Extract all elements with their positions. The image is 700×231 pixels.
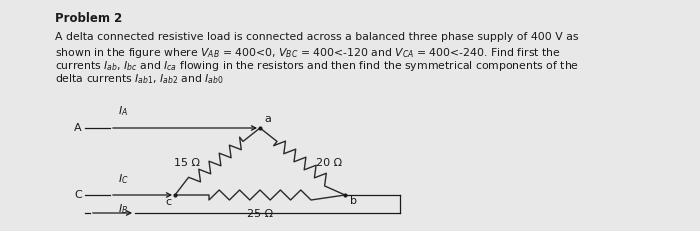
Text: shown in the figure where $V_{AB}$ = 400<0, $V_{BC}$ = 400<-120 and $V_{CA}$ = 4: shown in the figure where $V_{AB}$ = 400… <box>55 46 561 60</box>
Text: currents $I_{ab}$, $I_{bc}$ and $I_{ca}$ flowing in the resistors and then find : currents $I_{ab}$, $I_{bc}$ and $I_{ca}$… <box>55 59 579 73</box>
Text: 15 Ω: 15 Ω <box>174 158 199 168</box>
Text: b: b <box>350 196 357 206</box>
Text: c: c <box>166 197 172 207</box>
Text: a: a <box>264 114 271 124</box>
Text: $I_C$: $I_C$ <box>118 172 128 186</box>
Text: 25 Ω: 25 Ω <box>247 209 273 219</box>
Text: 20 Ω: 20 Ω <box>316 158 342 168</box>
Text: Problem 2: Problem 2 <box>55 12 122 25</box>
Text: A: A <box>74 123 82 133</box>
Text: delta currents $I_{ab1}$, $I_{ab2}$ and $I_{ab0}$: delta currents $I_{ab1}$, $I_{ab2}$ and … <box>55 73 224 86</box>
Text: A delta connected resistive load is connected across a balanced three phase supp: A delta connected resistive load is conn… <box>55 32 578 42</box>
Text: C: C <box>74 190 82 200</box>
Text: $I_B$: $I_B$ <box>118 202 128 216</box>
Text: $I_A$: $I_A$ <box>118 104 128 118</box>
